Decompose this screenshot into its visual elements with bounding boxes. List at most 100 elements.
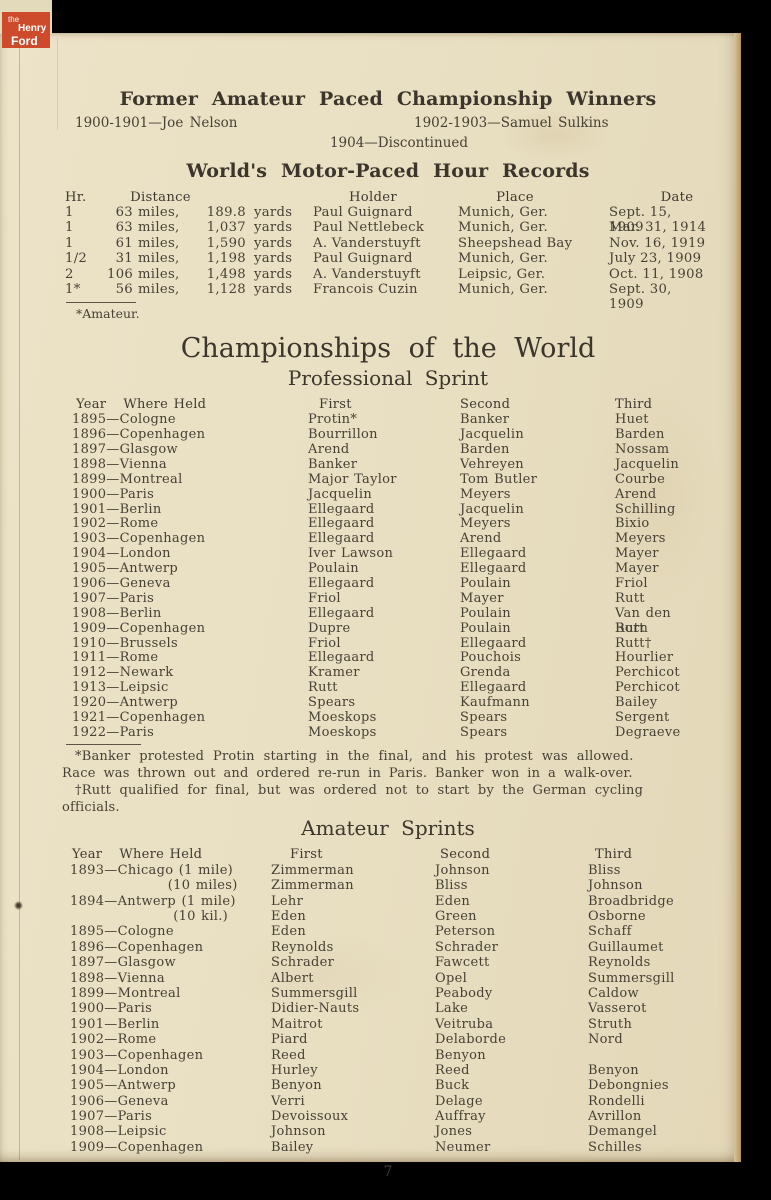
cell-yards: 189.8 <box>206 205 246 220</box>
binding-staple-mark <box>14 901 23 910</box>
cell-place: Munich, Ger. <box>458 220 548 236</box>
cell-third: Meyers <box>615 531 666 547</box>
cell-year-where: 1901—Berlin <box>70 1016 160 1032</box>
cell-third: Reynolds <box>588 955 651 971</box>
professional-sprint-row: 1921—Copenhagen Moeskops Spears Sergent <box>68 710 708 725</box>
cell-third: Barden <box>615 427 665 443</box>
cell-first: Ellegaard <box>308 516 375 532</box>
amateur-sprint-row: 1896—Copenhagen Reynolds Schrader Guilla… <box>68 940 708 955</box>
cell-second: Barden <box>460 442 510 458</box>
cell-third: Bixio <box>615 516 650 532</box>
cell-first: Moeskops <box>308 710 377 726</box>
header-holder: Holder <box>348 190 397 205</box>
professional-sprint-row: 1908—Berlin Ellegaard Poulain Van den Bo… <box>68 606 708 636</box>
cell-third: Hourlier <box>615 650 674 666</box>
cell-year-where: 1909—Copenhagen <box>70 1139 204 1155</box>
amateur-sprint-row: 1894—Antwerp (1 mile) Lehr Eden Broadbri… <box>68 894 708 909</box>
professional-sprint-row: 1895—Cologne Protin* Banker Huet <box>68 412 708 427</box>
cell-first: Johnson <box>271 1124 326 1140</box>
cell-second: Buck <box>435 1078 470 1094</box>
professional-sprint-row: 1897—Glasgow Arend Barden Nossam <box>68 442 708 457</box>
cell-first: Eden <box>271 924 307 940</box>
header-date: Date <box>660 190 694 205</box>
cell-year-where: 1902—Rome <box>72 516 159 532</box>
cell-year-where: 1908—Leipsic <box>70 1124 167 1140</box>
cell-miles: 56 <box>115 281 133 297</box>
cell-third: Courbe <box>615 471 666 487</box>
header-where-held: Where Held <box>123 397 207 413</box>
professional-sprint-row: 1905—Antwerp Poulain Ellegaard Mayer <box>68 561 708 576</box>
cell-first: Moeskops <box>308 724 377 740</box>
hour-records-header: Hr. Distance Holder Place Date <box>63 190 708 205</box>
amateur-sprint-row: 1907—Paris Devoissoux Auffray Avrillon <box>68 1109 708 1124</box>
cell-date: Sept. 15, 1909 <box>609 205 672 235</box>
cell-first: Summersgill <box>271 985 358 1001</box>
professional-sprint-row: 1903—Copenhagen Ellegaard Arend Meyers <box>68 531 708 546</box>
cell-first: Friol <box>308 590 341 606</box>
cell-year-where: 1895—Cologne <box>72 412 176 428</box>
hour-record-row: 1/2 31 miles, 1,198 yards Paul Guignard … <box>63 251 708 266</box>
amateur-sprint-row: 1902—Rome Piard Delaborde Nord <box>68 1032 708 1047</box>
cell-first: Ellegaard <box>308 501 375 517</box>
cell-year-where: 1908—Berlin <box>72 605 162 621</box>
professional-sprint-row: 1922—Paris Moeskops Spears Degraeve <box>68 725 708 740</box>
cell-year-where: 1921—Copenhagen <box>72 710 206 726</box>
header-year: Year <box>72 847 103 863</box>
amateur-sprint-row: (10 miles) Zimmerman Bliss Johnson <box>68 878 708 893</box>
cell-second: Peterson <box>435 924 496 940</box>
cell-miles: 61 <box>115 235 133 251</box>
header-where-held: Where Held <box>119 847 203 863</box>
cell-first: Devoissoux <box>271 1109 349 1125</box>
cell-second: Ellegaard <box>460 561 527 577</box>
cell-third: Jacquelin <box>615 456 680 472</box>
cell-third: Van den Born <box>615 605 671 636</box>
professional-sprint-header: Year Where Held First Second Third <box>68 397 708 412</box>
professional-sprint-table: Year Where Held First Second Third 1895—C… <box>68 397 708 740</box>
cell-first: Major Taylor <box>308 471 397 487</box>
cell-yards-unit: yards <box>254 205 293 220</box>
cell-second: Fawcett <box>435 955 490 971</box>
cell-third: Mayer <box>615 546 659 562</box>
cell-second: Vehreyen <box>460 456 524 472</box>
cell-first: Schrader <box>271 955 335 971</box>
amateur-sprint-row: 1904—London Hurley Reed Benyon <box>68 1063 708 1078</box>
cell-year-where: 1907—Paris <box>70 1109 153 1125</box>
hour-record-row: 1* 56 miles, 1,128 yards Francois Cuzin … <box>63 282 708 312</box>
cell-year-where: 1898—Vienna <box>70 970 165 986</box>
cell-hours: 1/2 <box>65 251 88 267</box>
cell-second: Arend <box>460 531 502 547</box>
cell-year-where: (10 kil.) <box>70 909 229 925</box>
header-year-where: Year Where Held <box>68 847 271 862</box>
cell-first: Hurley <box>271 1062 318 1078</box>
cell-hours: 1 <box>65 205 74 220</box>
amateur-sprint-row: 1906—Geneva Verri Delage Rondelli <box>68 1094 708 1109</box>
cell-second: Banker <box>460 412 510 428</box>
cell-second: Lake <box>435 1001 469 1017</box>
cell-yards-unit: yards <box>254 220 293 236</box>
cell-holder: Paul Nettlebeck <box>313 220 425 236</box>
header-year: Year <box>76 397 107 413</box>
cell-first: Protin* <box>308 412 358 428</box>
cell-third: Rondelli <box>588 1093 645 1109</box>
cell-year-where: 1897—Glasgow <box>70 955 176 971</box>
cell-first: Dupre <box>308 620 351 636</box>
cell-second: Poulain <box>460 576 511 592</box>
cell-year-where: 1899—Montreal <box>72 471 183 487</box>
footnote-rule <box>66 743 141 745</box>
cell-year-where: 1920—Antwerp <box>72 695 179 711</box>
cell-year-where: 1906—Geneva <box>72 576 171 592</box>
cell-second: Poulain <box>460 605 511 621</box>
cell-third: Perchicot <box>615 665 680 681</box>
cell-first: Ellegaard <box>308 576 375 592</box>
footnote-rule <box>66 302 136 304</box>
header-second: Second <box>440 847 491 863</box>
cell-first: Friol <box>308 635 341 651</box>
professional-sprint-row: 1909—Copenhagen Dupre Poulain Rutt <box>68 621 708 636</box>
paper-crease <box>57 38 58 130</box>
cell-first: Arend <box>308 442 350 458</box>
cell-place: Munich, Ger. <box>458 251 548 267</box>
professional-sprint-row: 1910—Brussels Friol Ellegaard Rutt† <box>68 636 708 651</box>
logo-text-ford: Ford <box>11 34 38 48</box>
cell-miles-unit: miles, <box>138 266 180 282</box>
